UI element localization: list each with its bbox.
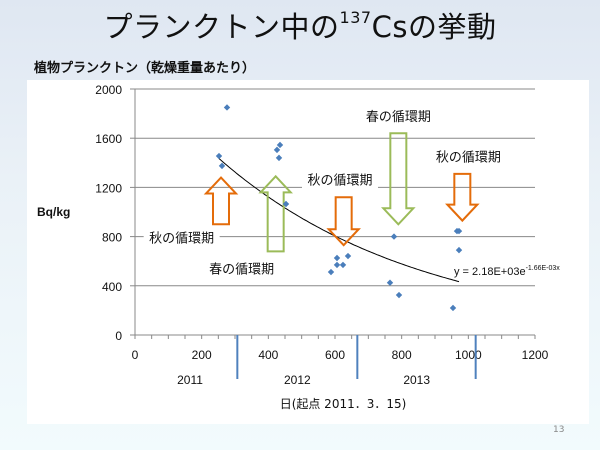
data-point: [327, 268, 335, 276]
year-label: 2011: [177, 373, 203, 387]
trendline: [218, 158, 460, 283]
y-tick-label: 1200: [95, 181, 122, 195]
year-label: 2012: [284, 373, 311, 387]
year-dividers: [236, 335, 477, 379]
annotation-label-bg: [203, 259, 280, 278]
annotation-label: 秋の循環期: [307, 174, 372, 189]
x-tick-label: 1200: [522, 348, 549, 362]
autumn-arrow-down-icon: [326, 196, 361, 247]
year-labels: 2011 2012 2013: [177, 373, 430, 387]
x-axis-label: 日(起点 2011．3．15): [280, 397, 407, 411]
x-tick-label: 800: [392, 348, 412, 362]
y-tick-labels: 0 400 800 1200 1600 2000: [95, 83, 122, 343]
page-number: 13: [553, 425, 565, 435]
x-tick-label: 0: [132, 348, 139, 362]
annotation-label: 春の循環期: [209, 262, 274, 277]
annotation-label-bg: [302, 170, 378, 189]
data-point: [276, 141, 284, 149]
data-point: [282, 200, 290, 208]
data-point: [455, 227, 463, 235]
data-point: [455, 246, 463, 254]
data-point: [339, 261, 347, 269]
annotation-label: 秋の循環期: [149, 232, 214, 247]
data-point: [333, 261, 341, 269]
y-tick-label: 1600: [95, 132, 122, 146]
chart-panel: [27, 80, 589, 424]
chart-subtitle: 植物プランクトン（乾燥重量あたり）: [34, 61, 256, 76]
data-point: [333, 254, 341, 262]
y-tick-label: 2000: [95, 83, 122, 97]
annotation-label-bg: [143, 228, 220, 247]
data-point: [386, 279, 394, 286]
x-tick-label: 200: [192, 348, 212, 362]
annotation-label-bg: [430, 147, 507, 166]
data-point: [395, 291, 403, 299]
x-tick-label: 1000: [455, 348, 482, 362]
title-superscript: 137: [339, 8, 372, 27]
title-suffix: Csの挙動: [371, 10, 497, 44]
data-point: [215, 152, 223, 160]
trendline-group: y = 2.18E+03e-1.66E-03x: [218, 158, 560, 283]
data-point: [223, 104, 231, 111]
axes: [130, 88, 536, 339]
slide-title: プランクトン中の137Csの挙動: [0, 4, 600, 46]
data-point: [390, 233, 398, 240]
trendline-equation: y = 2.18E+03e-1.66E-03x: [454, 265, 560, 278]
x-tick-label: 400: [258, 348, 278, 362]
spring-arrow-down-icon: [381, 132, 416, 226]
equation-main: y = 2.18E+03e: [454, 266, 526, 278]
y-tick-label: 400: [102, 280, 122, 294]
autumn-arrow-down-icon: [445, 172, 480, 223]
x-tick-labels: 0 200 400 600 800 1000 1200: [132, 348, 549, 362]
data-points: [215, 104, 463, 312]
annotation-label: 春の循環期: [366, 110, 431, 125]
equation-exponent: -1.66E-03x: [526, 265, 561, 272]
y-axis-label: Bq/kg: [37, 205, 70, 219]
annotation-label: 秋の循環期: [436, 150, 501, 165]
data-point: [344, 252, 352, 260]
year-label: 2013: [403, 373, 430, 387]
data-point: [273, 146, 281, 154]
data-point: [275, 154, 283, 162]
data-point: [218, 162, 226, 170]
title-prefix: プランクトン中の: [103, 10, 340, 44]
spring-arrow-up-icon: [258, 174, 293, 253]
autumn-arrow-up-icon: [203, 176, 239, 226]
annotation-label-bg: [360, 106, 437, 125]
x-tick-label: 600: [325, 348, 345, 362]
y-tick-label: 800: [102, 231, 122, 245]
data-point: [449, 304, 457, 312]
y-tick-label: 0: [115, 329, 122, 343]
